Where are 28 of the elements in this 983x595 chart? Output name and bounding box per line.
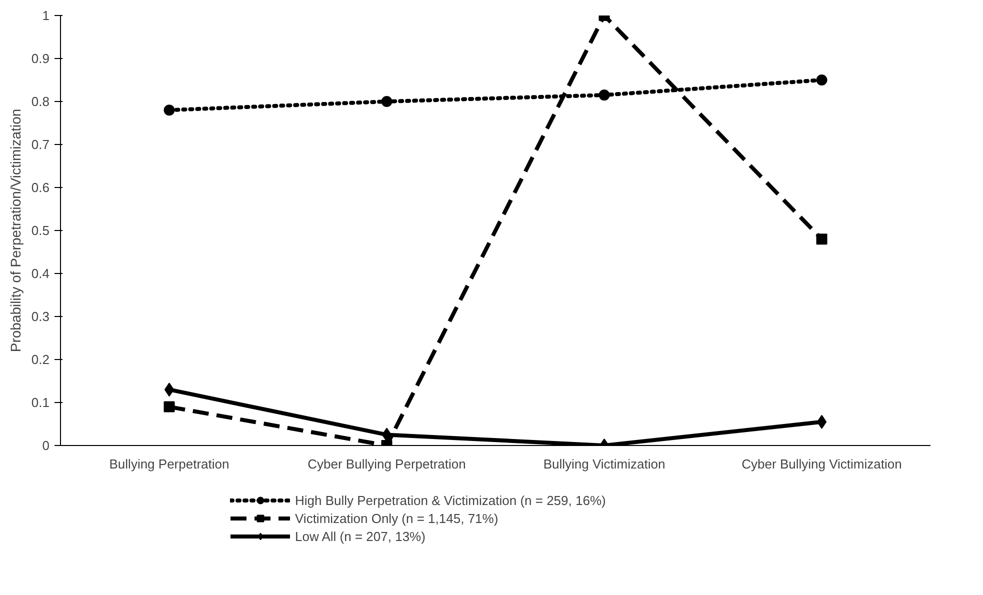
y-tick-label: 0.1	[31, 395, 50, 410]
point	[381, 96, 392, 107]
x-tick-label: Cyber Bullying Victimization	[742, 456, 902, 472]
point	[164, 382, 174, 397]
y-tick-label: 0.4	[31, 266, 50, 281]
y-axis-title: Probability of Perpetration/Victimization	[7, 108, 24, 352]
y-tick-label: 0.3	[31, 309, 50, 324]
y-tick-label: 0.8	[31, 94, 50, 109]
y-tick-label: 0.7	[31, 137, 50, 152]
point	[598, 90, 610, 101]
legend-label: High Bully Perpetration & Victimization (n = 259, 16%)	[295, 492, 606, 508]
legend-label: Low All (n = 207, 13%)	[295, 528, 426, 544]
point	[164, 401, 175, 412]
y-tick-label: 0.6	[31, 180, 50, 195]
point	[816, 414, 827, 429]
x-tick-label: Bullying Perpetration	[109, 456, 230, 472]
y-tick-label: 0	[42, 438, 50, 453]
y-tick-label: 0.5	[31, 223, 50, 238]
point	[382, 428, 392, 442]
x-tick-label: Bullying Victimization	[543, 456, 666, 472]
y-tick-label: 0.2	[31, 352, 50, 367]
x-tick-label: Cyber Bullying Perpetration	[308, 456, 466, 472]
y-tick-label: 1	[42, 8, 50, 23]
point	[164, 104, 175, 116]
y-tick-label: 0.9	[31, 51, 50, 66]
legend-label: Victimization Only (n = 1,145, 71%)	[295, 510, 498, 526]
point	[816, 234, 828, 245]
point	[816, 74, 828, 86]
